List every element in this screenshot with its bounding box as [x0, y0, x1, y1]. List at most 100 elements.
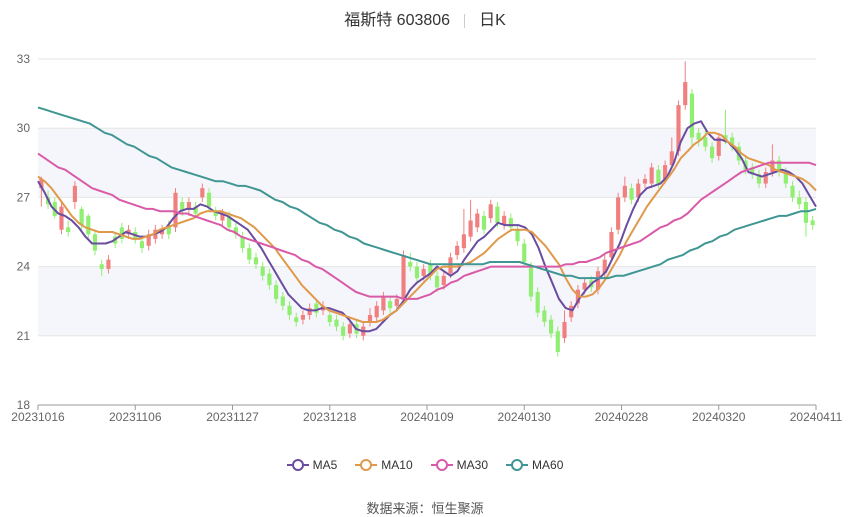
candle-body — [180, 202, 185, 212]
candle-body — [783, 172, 788, 184]
candle-body — [455, 245, 460, 256]
candle-body — [327, 315, 332, 322]
candle-body — [770, 160, 775, 173]
candle-body — [206, 192, 212, 207]
period-label: 日K — [479, 12, 506, 29]
candle-body — [703, 137, 708, 147]
candle-body — [240, 236, 245, 249]
x-tick-label: 20240228 — [595, 410, 649, 424]
candle-body — [414, 266, 420, 279]
candle-body — [39, 178, 44, 189]
candle-body — [548, 319, 554, 334]
candle-body — [602, 259, 607, 274]
candle-body — [99, 264, 104, 269]
x-tick-label: 20231016 — [11, 410, 65, 424]
candle-body — [649, 167, 654, 184]
candle-body — [569, 305, 574, 318]
candle-body — [488, 204, 493, 219]
legend-item-ma30[interactable]: MA30 — [430, 458, 488, 472]
candle-body — [260, 266, 265, 276]
candle-body — [334, 319, 339, 327]
chart-title: 福斯特 603806 日K — [0, 6, 850, 30]
candle-body — [213, 211, 218, 216]
candle-body — [307, 308, 312, 316]
candle-body — [233, 227, 238, 235]
series-line-ma30 — [37, 152, 817, 300]
candle-body — [709, 146, 715, 159]
candle-body — [79, 208, 84, 226]
candle-body — [287, 305, 292, 316]
candle-body — [508, 218, 513, 228]
candle-body — [300, 315, 306, 320]
candle-body — [408, 261, 413, 267]
candle-body — [629, 188, 634, 200]
candle-body — [756, 174, 762, 184]
candle-body — [642, 178, 648, 184]
x-tick-label: 20231218 — [303, 410, 357, 424]
candle-body — [367, 315, 373, 322]
candle-body — [716, 137, 721, 156]
candle-body — [441, 275, 446, 286]
candle-body — [609, 232, 614, 258]
candle-body — [663, 165, 668, 179]
legend-item-ma5[interactable]: MA5 — [286, 458, 338, 472]
candle-body — [374, 305, 379, 318]
y-tick-label: 27 — [17, 190, 31, 204]
data-source: 数据来源：恒生聚源 — [0, 498, 850, 517]
candle-body — [139, 241, 145, 249]
candle-body — [797, 197, 802, 205]
legend-marker-ma5 — [286, 459, 309, 471]
candle-body — [730, 137, 735, 147]
candle-body — [515, 229, 520, 242]
legend-marker-ma30 — [430, 459, 453, 471]
candle-body — [253, 257, 259, 265]
candle-body — [200, 188, 205, 198]
title-separator — [464, 13, 466, 28]
candle-body — [347, 324, 352, 334]
candle-body — [274, 285, 279, 299]
candle-body — [280, 296, 285, 306]
candle-body — [696, 132, 701, 140]
candle-body — [723, 135, 728, 140]
candle-body — [166, 225, 171, 235]
x-tick-label: 20231106 — [109, 410, 162, 424]
candle-body — [522, 243, 527, 262]
candle-body — [92, 234, 98, 251]
candle-body — [481, 215, 487, 230]
candle-body — [810, 220, 815, 226]
candle-body — [562, 321, 567, 339]
x-tick-label: 20240109 — [400, 410, 454, 424]
y-tick-label: 24 — [17, 260, 31, 274]
candle-body — [656, 169, 661, 184]
candle-body — [146, 234, 151, 246]
legend-item-ma10[interactable]: MA10 — [355, 458, 413, 472]
legend-label-ma60: MA60 — [532, 458, 564, 472]
candle-body — [448, 257, 453, 274]
x-tick-label: 20231127 — [206, 410, 259, 424]
chart-legend: MA5 MA10 MA30 MA60 — [0, 458, 850, 472]
candle-body — [421, 268, 426, 276]
legend-label-ma5: MA5 — [312, 458, 338, 472]
candle-body — [468, 220, 473, 237]
legend-item-ma60[interactable]: MA60 — [506, 458, 563, 472]
candle-body — [267, 273, 272, 286]
candle-body — [381, 296, 386, 311]
candle-body — [86, 215, 91, 235]
candle-body — [119, 227, 124, 239]
candle-body — [750, 167, 755, 175]
candle-body — [247, 248, 252, 260]
series-line-ma5 — [37, 120, 817, 333]
candle-body — [173, 192, 178, 228]
stock-name: 福斯特 603806 — [344, 12, 451, 29]
candle-body — [495, 206, 500, 223]
candle-body — [186, 202, 191, 209]
source-provider: 恒生聚源 — [431, 501, 484, 516]
y-tick-label: 21 — [17, 329, 31, 343]
candle-body — [294, 317, 299, 322]
candle-body — [542, 310, 547, 322]
candle-body — [434, 275, 440, 288]
candle-body — [595, 271, 601, 290]
y-tick-label: 30 — [17, 121, 31, 135]
candle-body — [528, 266, 534, 297]
